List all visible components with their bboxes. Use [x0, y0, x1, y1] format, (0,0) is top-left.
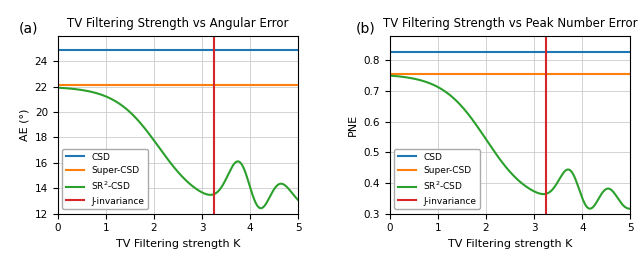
CSD [386, 51, 394, 54]
SR$^2$-CSD [151, 140, 159, 143]
Text: (b): (b) [356, 21, 376, 35]
Title: TV Filtering Strength vs Peak Number Error: TV Filtering Strength vs Peak Number Err… [383, 17, 637, 30]
Title: TV Filtering Strength vs Angular Error: TV Filtering Strength vs Angular Error [67, 17, 289, 30]
SR$^2$-CSD [78, 89, 86, 92]
Line: SR$^2$-CSD: SR$^2$-CSD [390, 76, 630, 209]
SR$^2$-CSD [294, 198, 302, 202]
SR$^2$-CSD [627, 207, 634, 210]
X-axis label: TV Filtering strength K: TV Filtering strength K [448, 239, 572, 249]
SR$^2$-CSD [483, 139, 491, 142]
SR$^2$-CSD [492, 152, 500, 155]
SR$^2$-CSD [257, 207, 265, 210]
Y-axis label: AE (°): AE (°) [19, 109, 29, 141]
Line: SR$^2$-CSD: SR$^2$-CSD [58, 88, 298, 208]
Super-CSD [434, 72, 442, 76]
SR$^2$-CSD [241, 170, 249, 174]
SR$^2$-CSD [551, 185, 559, 188]
CSD [102, 48, 109, 52]
SR$^2$-CSD [219, 183, 227, 187]
SR$^2$-CSD [246, 184, 253, 187]
SR$^2$-CSD [578, 195, 586, 198]
SR$^2$-CSD [627, 207, 634, 210]
SR$^2$-CSD [410, 77, 418, 80]
Text: (a): (a) [19, 21, 38, 35]
Super-CSD [102, 83, 109, 86]
Super-CSD [54, 83, 61, 86]
SR$^2$-CSD [54, 86, 61, 89]
SR$^2$-CSD [386, 74, 394, 77]
SR$^2$-CSD [160, 152, 168, 155]
SR$^2$-CSD [573, 183, 581, 186]
Legend: CSD, Super-CSD, SR$^2$-CSD, J-invariance: CSD, Super-CSD, SR$^2$-CSD, J-invariance [394, 149, 480, 209]
CSD [434, 51, 442, 54]
CSD [54, 48, 61, 52]
Super-CSD [386, 72, 394, 76]
Y-axis label: PNE: PNE [348, 114, 358, 136]
Legend: CSD, Super-CSD, SR$^2$-CSD, J-invariance: CSD, Super-CSD, SR$^2$-CSD, J-invariance [62, 149, 148, 209]
X-axis label: TV Filtering strength K: TV Filtering strength K [116, 239, 240, 249]
